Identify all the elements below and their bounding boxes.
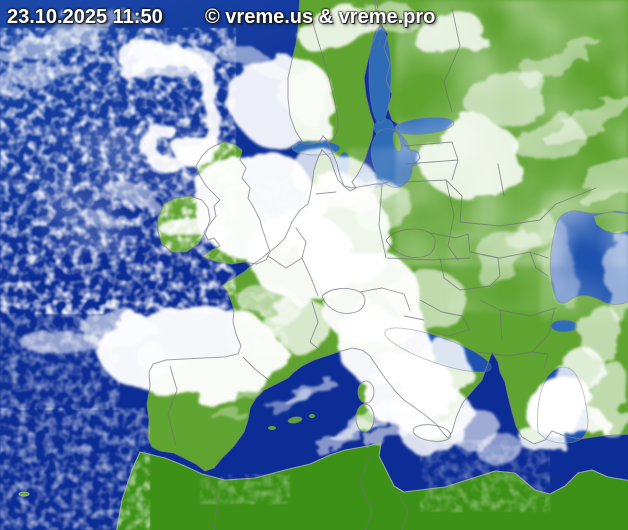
copyright-label: © vreme.us & vreme.pro <box>205 6 436 28</box>
timestamp-label: 23.10.2025 11:50 <box>7 6 163 28</box>
cloud-streak-layer <box>0 9 628 452</box>
border-layer <box>167 7 597 530</box>
